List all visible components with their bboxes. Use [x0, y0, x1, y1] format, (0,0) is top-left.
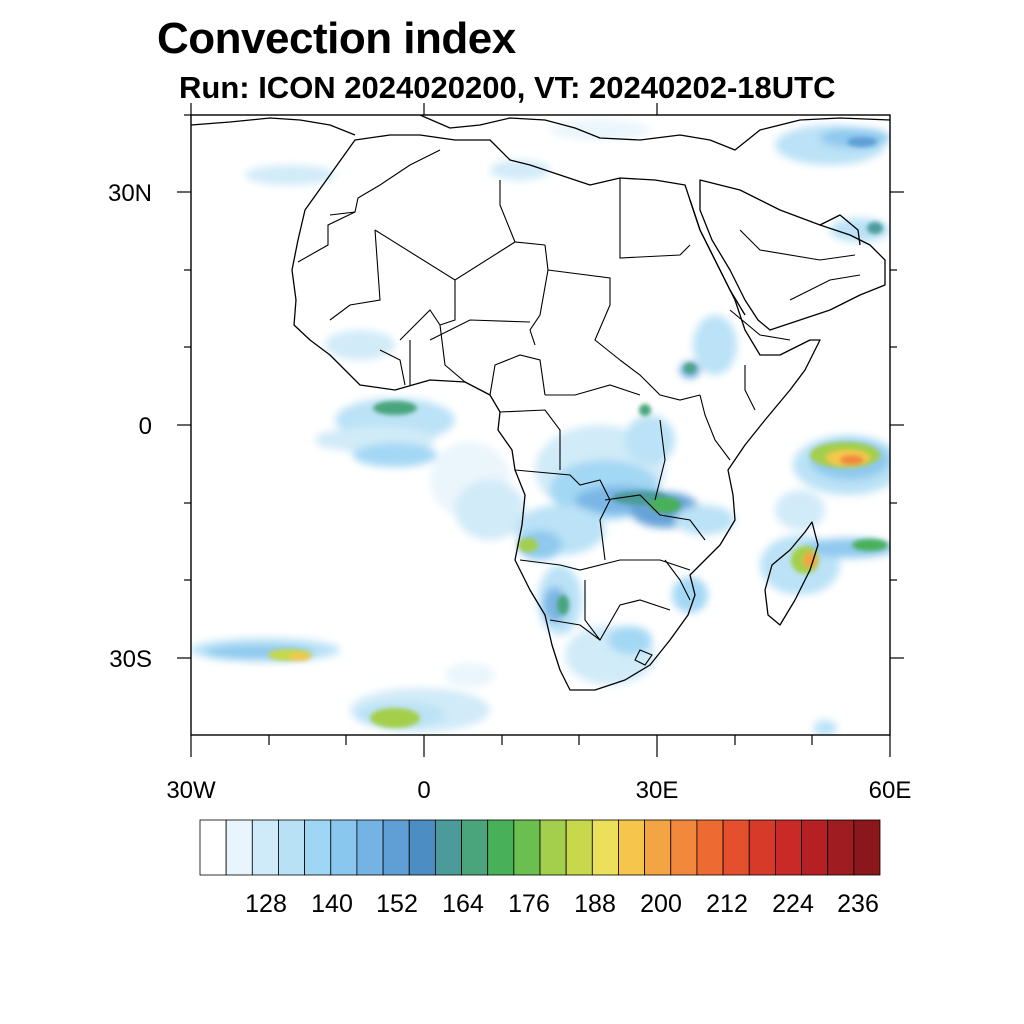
colorbar-label-212: 212 — [706, 890, 748, 918]
colorbar-box — [487, 819, 515, 876]
colorbar-label-188: 188 — [574, 890, 616, 918]
colorbar-label-176: 176 — [508, 890, 550, 918]
colorbar-label-224: 224 — [772, 890, 814, 918]
colorbar-box — [722, 819, 750, 876]
colorbar-box — [382, 819, 410, 876]
lon-label-60e: 60E — [869, 777, 912, 804]
colorbar-box — [565, 819, 593, 876]
colorbar-box — [225, 819, 253, 876]
colorbar — [199, 819, 881, 876]
colorbar-box — [696, 819, 724, 876]
lon-label-30e: 30E — [636, 777, 679, 804]
colorbar-box — [774, 819, 802, 876]
colorbar-box — [853, 819, 881, 876]
colorbar-labels: 128 140 152 164 176 188 200 212 224 236 — [245, 890, 879, 918]
colorbar-box — [618, 819, 646, 876]
colorbar-box — [199, 819, 227, 876]
colorbar-label-140: 140 — [311, 890, 353, 918]
colorbar-box — [408, 819, 436, 876]
colorbar-box — [539, 819, 567, 876]
country-borders — [297, 149, 861, 666]
lat-label-30s: 30S — [109, 646, 152, 673]
colorbar-box — [827, 819, 855, 876]
colorbar-box — [670, 819, 698, 876]
lon-label-30w: 30W — [166, 777, 216, 804]
colorbar-box — [644, 819, 672, 876]
colorbar-box — [591, 819, 619, 876]
colorbar-label-200: 200 — [640, 890, 682, 918]
lat-label-30n: 30N — [108, 180, 152, 207]
colorbar-box — [513, 819, 541, 876]
axis-ticks — [177, 103, 904, 757]
lon-label-0: 0 — [417, 777, 430, 804]
longitude-labels: 30W 0 30E 60E — [166, 777, 911, 804]
colorbar-box — [251, 819, 279, 876]
latitude-labels: 30N 0 30S — [108, 180, 152, 673]
colorbar-box — [330, 819, 358, 876]
colorbar-box — [304, 819, 332, 876]
colorbar-label-128: 128 — [245, 890, 287, 918]
convection-field — [191, 120, 890, 735]
colorbar-box — [748, 819, 776, 876]
colorbar-label-164: 164 — [442, 890, 484, 918]
colorbar-box — [356, 819, 384, 876]
colorbar-box — [461, 819, 489, 876]
colorbar-box — [801, 819, 829, 876]
map-subtitle: Run: ICON 2024020200, VT: 20240202-18UTC — [179, 70, 836, 105]
lat-label-0: 0 — [139, 413, 152, 440]
colorbar-label-152: 152 — [376, 890, 418, 918]
map-title: Convection index — [157, 14, 516, 63]
colorbar-box — [278, 819, 306, 876]
colorbar-box — [434, 819, 462, 876]
coastlines — [191, 115, 890, 691]
colorbar-label-236: 236 — [837, 890, 879, 918]
